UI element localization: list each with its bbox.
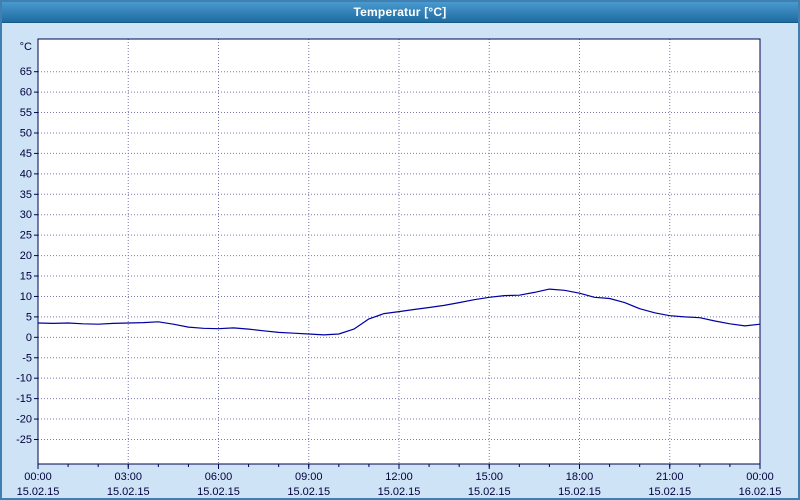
y-tick-label: 20 xyxy=(20,250,32,262)
x-tick-time-label: 15:00 xyxy=(475,471,503,483)
y-tick-label: 25 xyxy=(20,230,32,242)
x-tick-time-label: 00:00 xyxy=(24,471,52,483)
y-tick-label: 5 xyxy=(26,311,32,323)
x-tick-date-label: 16.02.15 xyxy=(739,486,782,498)
x-tick-time-label: 06:00 xyxy=(205,471,233,483)
x-tick-date-label: 15.02.15 xyxy=(17,486,60,498)
x-tick-time-label: 09:00 xyxy=(295,471,323,483)
chart-area: 65 60 55 50 45 40 35 30 25 20 15 10 5 0 -5 -10 -15 -20 -25… xyxy=(2,23,798,498)
y-tick-label: 40 xyxy=(20,168,32,180)
x-tick-time-label: 00:00 xyxy=(746,471,774,483)
x-tick-date-label: 15.02.15 xyxy=(197,486,240,498)
y-tick-label: 55 xyxy=(20,107,32,119)
y-axis-unit-label: °C xyxy=(20,41,32,53)
x-tick-date-label: 15.02.15 xyxy=(378,486,421,498)
y-tick-label: -20 xyxy=(16,414,32,426)
y-tick-label: -5 xyxy=(22,352,32,364)
x-tick-date-label: 15.02.15 xyxy=(287,486,330,498)
temperature-chart: 65605550454035302520151050-5-10-15-20-25… xyxy=(16,38,782,498)
x-tick-time-label: 12:00 xyxy=(385,471,413,483)
x-tick-date-label: 15.02.15 xyxy=(558,486,601,498)
plot-border xyxy=(37,38,761,465)
x-tick-time-label: 03:00 xyxy=(114,471,142,483)
y-tick-label: 45 xyxy=(20,148,32,160)
x-tick-date-label: 15.02.15 xyxy=(107,486,150,498)
y-tick-label: 30 xyxy=(20,209,32,221)
temperature-series-line xyxy=(37,288,761,336)
y-tick-label: 35 xyxy=(20,189,32,201)
y-tick-label: 60 xyxy=(20,87,32,99)
x-tick-date-label: 15.02.15 xyxy=(648,486,691,498)
y-tick-label: -10 xyxy=(16,373,32,385)
x-tick-date-label: 15.02.15 xyxy=(468,486,511,498)
x-tick-time-label: 18:00 xyxy=(566,471,594,483)
y-tick-label: 50 xyxy=(20,127,32,139)
window-titlebar[interactable]: Temperatur [°C] xyxy=(2,2,798,23)
y-tick-label: 0 xyxy=(26,332,32,344)
x-tick-time-label: 21:00 xyxy=(656,471,684,483)
y-tick-label: -15 xyxy=(16,393,32,405)
y-tick-label: 15 xyxy=(20,271,32,283)
y-tick-label: 65 xyxy=(20,66,32,78)
y-tick-label: 10 xyxy=(20,291,32,303)
y-tick-label: -25 xyxy=(16,434,32,446)
window-title: Temperatur [°C] xyxy=(353,5,447,19)
